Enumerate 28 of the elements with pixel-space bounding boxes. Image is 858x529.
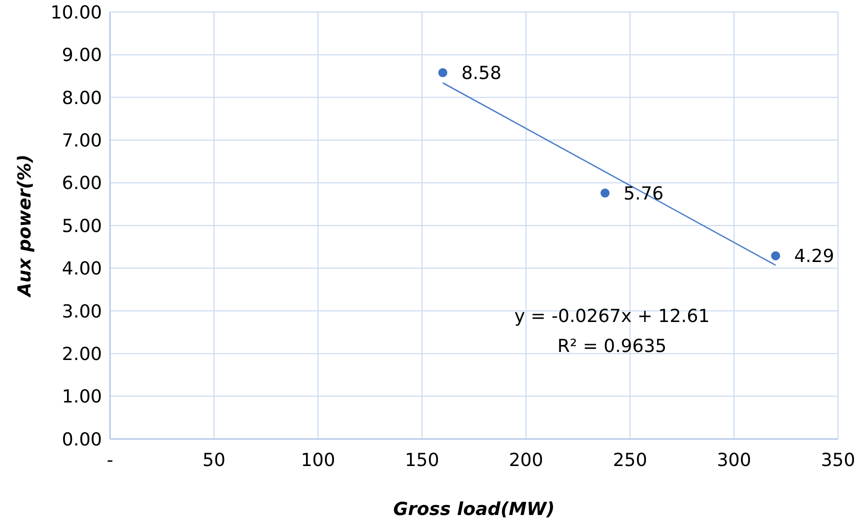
y-tick-label: 3.00 — [62, 301, 102, 322]
x-tick-label: 150 — [404, 450, 440, 471]
point — [600, 188, 610, 198]
y-tick-label: 8.00 — [62, 88, 102, 109]
y-tick-label: 4.00 — [62, 258, 102, 280]
annotation: y = -0.0267x + 12.61 — [513, 306, 711, 327]
y-tick-label: 5.00 — [62, 216, 102, 237]
y-axis-title: Aux power(%) — [14, 154, 36, 299]
x-axis-title: Gross load(MW) — [393, 499, 555, 520]
y-tick-label: 1.00 — [62, 386, 102, 408]
x-tick-label: 100 — [300, 450, 336, 471]
y-tick-label: 2.00 — [62, 344, 102, 365]
x-tick-label: 250 — [612, 450, 648, 471]
y-tick-label: 7.00 — [62, 130, 102, 152]
x-tick-label: 300 — [716, 450, 752, 471]
y-tick-label: 9.00 — [62, 45, 102, 66]
annotation: R² = 0.9635 — [556, 336, 668, 357]
y-tick-label: 0.00 — [62, 429, 102, 450]
data-label: 8.58 — [461, 63, 502, 84]
x-tick-label: 350 — [820, 450, 856, 471]
y-tick-label: 6.00 — [62, 173, 102, 194]
x-tick-label: 200 — [508, 450, 544, 471]
x-tick-label: - — [106, 450, 114, 471]
y-tick-label: 10.00 — [50, 2, 102, 24]
data-label: 4.29 — [794, 246, 834, 268]
x-tick-label: 50 — [202, 450, 226, 471]
point — [771, 251, 780, 260]
point — [438, 68, 448, 78]
